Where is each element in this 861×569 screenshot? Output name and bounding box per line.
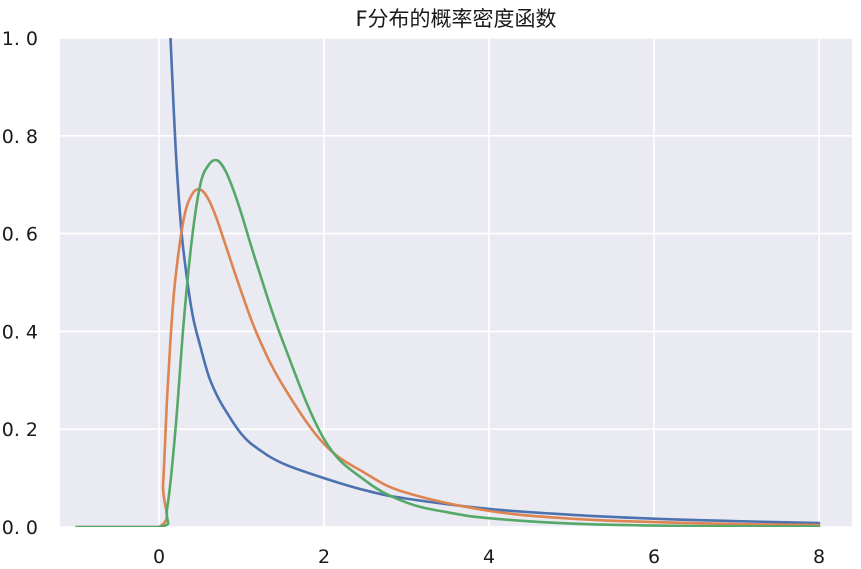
x-tick-label: 0 <box>153 546 165 568</box>
x-tick-label: 4 <box>483 546 495 568</box>
y-tick-label: 0. 0 <box>2 517 38 539</box>
y-tick-labels: 0. 0 0. 2 0. 4 0. 6 0. 8 1. 0 <box>2 28 38 539</box>
y-tick-label: 0. 8 <box>2 126 38 148</box>
x-tick-label: 2 <box>318 546 330 568</box>
y-tick-label: 1. 0 <box>2 28 38 50</box>
chart-title: F分布的概率密度函数 <box>355 7 556 31</box>
y-tick-label: 0. 4 <box>2 321 38 343</box>
series-line-3 <box>75 158 821 527</box>
x-tick-label: 8 <box>813 546 825 568</box>
plot-area <box>60 38 852 527</box>
y-tick-label: 0. 6 <box>2 224 38 246</box>
series-lines <box>75 38 821 527</box>
x-tick-label: 6 <box>648 546 660 568</box>
series-line-1 <box>169 38 821 525</box>
y-tick-label: 0. 2 <box>2 419 38 441</box>
grid-lines <box>60 37 852 528</box>
x-tick-labels: 0 2 4 6 8 <box>153 546 825 568</box>
series-line-2 <box>75 187 821 527</box>
